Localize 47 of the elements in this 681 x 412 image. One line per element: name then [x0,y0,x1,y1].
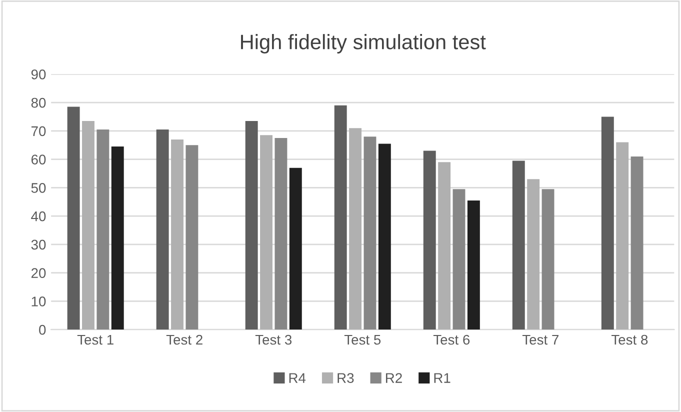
bar [260,135,273,330]
bar [542,189,554,330]
x-tick-label: Test 2 [166,334,202,345]
y-tick-label: 70 [31,126,46,136]
x-tick-label: Test 5 [344,334,381,345]
x-tick-label: Test 6 [433,334,470,345]
bar [601,116,614,330]
legend-label: R1 [434,373,450,383]
bar [171,139,184,330]
bar [274,138,288,330]
bar [630,156,644,330]
y-tick-label: 0 [39,324,46,335]
y-tick-label: 10 [32,296,46,306]
bar [334,105,347,330]
y-tick-label: 40 [31,211,46,222]
x-tick-label: Test 8 [611,334,648,345]
x-tick-label: Test 3 [255,334,292,345]
bar [82,120,94,330]
y-tick-label: 20 [31,268,46,278]
y-tick-label: 60 [31,154,46,164]
legend-label: R3 [338,373,354,383]
bar [111,146,124,330]
x-tick-label: Test 1 [77,334,114,345]
chart-title: High fidelity simulation test [241,34,486,54]
legend-label: R4 [289,373,306,383]
y-tick-label: 30 [31,240,46,250]
legend-label: R2 [386,373,402,383]
bar [96,130,110,330]
bar [364,136,376,330]
x-tick-label: Test 7 [522,334,558,345]
bar [616,142,629,330]
bar [245,120,258,330]
y-tick-label: 90 [31,69,46,80]
bar [452,189,466,330]
bar [186,145,198,330]
bar [467,200,480,330]
bar [289,168,302,330]
bar [378,144,391,330]
y-tick-label: 80 [31,98,46,108]
bar [512,160,525,330]
bar [156,130,169,330]
y-tick-label: 50 [31,183,46,193]
bar [527,179,540,330]
bar [349,128,362,330]
bar [423,150,436,330]
bar [67,106,80,330]
bar [438,162,451,330]
